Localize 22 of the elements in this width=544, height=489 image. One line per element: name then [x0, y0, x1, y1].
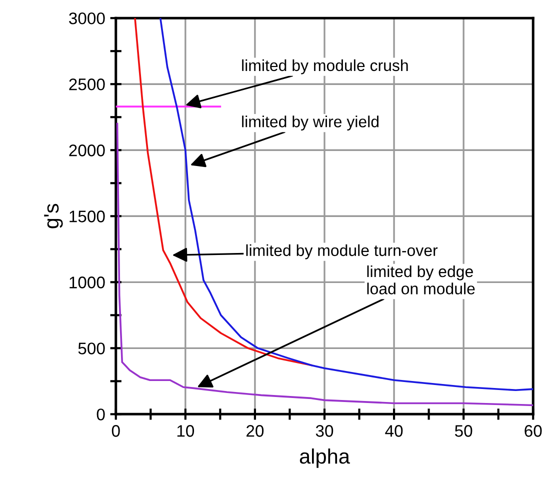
- x-tick-label: 0: [112, 425, 120, 437]
- y-tick-label: 1500: [70, 210, 105, 222]
- x-tick-label: 20: [246, 425, 264, 437]
- y-axis-title: g's: [44, 204, 63, 228]
- line-series: [134, 18, 312, 366]
- x-tick-label: 50: [454, 425, 472, 437]
- x-axis-title: alpha: [300, 448, 350, 468]
- x-tick-label: 60: [524, 425, 542, 437]
- annotation: limited by module turn-over: [246, 244, 438, 260]
- y-tick-label: 1000: [70, 276, 105, 288]
- y-tick-label: 2000: [69, 144, 105, 156]
- x-tick-label: 40: [385, 425, 403, 437]
- y-tick-label: 3000: [69, 12, 105, 24]
- y-tick-label: 2500: [69, 78, 105, 90]
- annotation: limited by wire yield: [242, 116, 378, 130]
- annotation: limited by edge load on module: [367, 265, 475, 294]
- line-series: [159, 18, 534, 392]
- x-tick-label: 30: [316, 425, 334, 437]
- y-tick-label: 500: [78, 342, 105, 354]
- x-tick-label: 10: [177, 425, 194, 437]
- y-tick-label: 0: [96, 408, 105, 420]
- annotation: limited by module crush: [242, 59, 408, 74]
